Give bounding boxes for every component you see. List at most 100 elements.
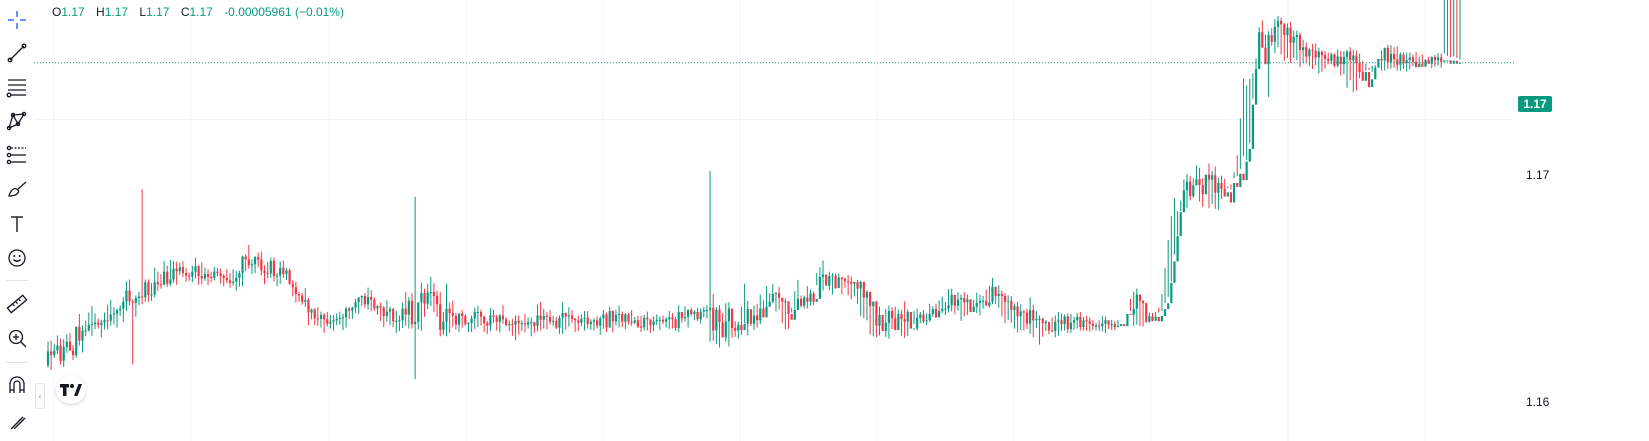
candle-body [627,314,630,322]
magnet-icon[interactable] [4,372,30,398]
candle [561,302,564,334]
text-icon[interactable] [4,211,30,237]
candle-body [1135,294,1138,309]
candle [1361,61,1364,81]
candle [1010,295,1013,323]
candle-body [1358,63,1361,73]
candle-body [850,281,853,284]
candle-body [526,322,530,325]
candle [1145,302,1148,323]
candle [520,320,523,331]
candle [548,310,552,325]
candle [75,326,78,358]
candle [555,316,558,330]
candle [1132,291,1135,327]
candle-body [461,313,464,316]
candle [1399,52,1402,71]
candle [890,307,894,330]
candle-body [1380,58,1383,61]
crosshair-icon[interactable] [4,7,30,33]
candle [72,345,75,361]
candle [511,318,514,336]
candle [291,280,294,297]
candle-body [969,299,972,313]
candle-body [1167,303,1170,310]
candle [407,296,410,329]
candle-body [360,295,363,298]
candle-body [934,309,938,318]
candle-body [1141,300,1145,304]
candle-body [464,315,467,325]
candle [963,292,966,317]
candle [351,306,354,319]
candle-body [1035,318,1038,321]
candle-body [178,267,181,272]
prediction-icon[interactable] [4,142,30,168]
candle-body [385,311,388,316]
candle-body [1170,282,1173,304]
candle-body [260,259,263,271]
candle [680,312,683,323]
candle [872,301,875,337]
candle [498,313,501,333]
candle [828,271,831,291]
candle [1367,67,1371,88]
candle [435,290,439,317]
candle-body [203,274,206,279]
candle-body [1424,59,1427,67]
candle [536,304,539,332]
candle [260,251,263,276]
candle [1386,44,1389,70]
candle-body [84,330,87,332]
fib-retracement-icon[interactable] [4,74,30,100]
candle [630,310,633,326]
ruler-icon[interactable] [4,291,30,317]
emoji-icon[interactable] [4,245,30,271]
candle [840,276,843,295]
candle [1411,54,1415,67]
candle [501,305,505,324]
candle [1047,321,1051,335]
trend-line-icon[interactable] [4,40,30,66]
candle [574,317,577,332]
candle-body [756,315,759,321]
candle [232,269,235,286]
candle-body [875,301,878,326]
candle-body [417,302,420,322]
candle-body [1345,51,1349,57]
candle [147,279,150,302]
candle [382,306,385,328]
zoom-in-icon[interactable] [4,325,30,351]
candle [56,335,59,354]
candle [809,289,812,306]
candle [1113,321,1116,331]
candle [1192,178,1195,199]
candle [981,295,985,309]
candle [526,317,530,329]
candle-body [944,308,947,310]
pattern-icon[interactable] [4,108,30,134]
candle-body [191,271,194,277]
candle-body [1132,308,1135,315]
candle-body [1267,35,1270,65]
candle [881,314,884,331]
candle-body [959,297,963,300]
candle [740,306,743,335]
brush-icon[interactable] [4,176,30,202]
candle [307,297,310,326]
collapse-toolbar-button[interactable]: ‹ [35,383,45,409]
candle [994,286,997,305]
pencil-lock-icon[interactable] [4,408,30,434]
candle-body [721,322,724,338]
candle [153,267,156,298]
candle [1276,16,1280,48]
candle-body [348,308,351,311]
candle-body [690,310,693,314]
candle-body [442,321,445,331]
candle [1305,42,1308,64]
candle-body [1295,35,1298,37]
candle-body [787,301,790,314]
tradingview-logo[interactable] [56,376,86,404]
candle [523,313,527,333]
